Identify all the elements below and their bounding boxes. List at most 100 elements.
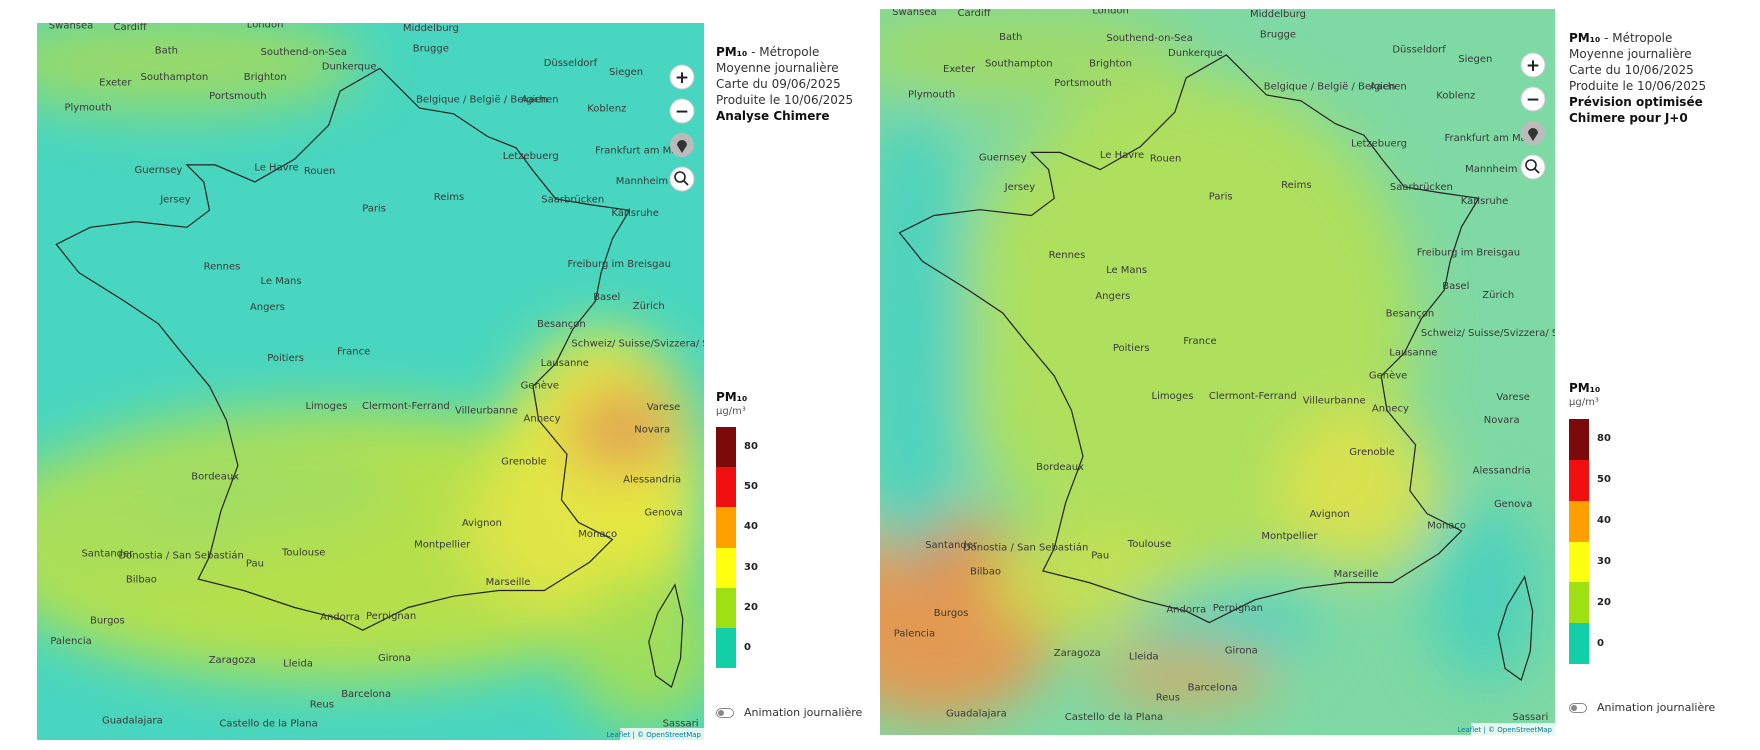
- city-label: Frankfurt am Main: [1445, 133, 1536, 144]
- city-label: Genève: [1369, 369, 1407, 381]
- toggle-switch[interactable]: [716, 707, 734, 718]
- city-label: Annecy: [524, 413, 561, 424]
- city-label: Rouen: [1150, 154, 1181, 165]
- city-label: Andorra: [320, 612, 360, 623]
- map[interactable]: Swansea Cardiff London Middelburg Bath Southe…: [880, 9, 1555, 735]
- info-line: Moyenne journalière: [716, 61, 839, 75]
- legend-swatch: [716, 627, 736, 669]
- zoom-button-label[interactable]: +: [1526, 56, 1540, 76]
- legend-swatch: [716, 507, 736, 548]
- heat-blob: [1427, 502, 1542, 686]
- city-label: Girona: [1225, 646, 1258, 657]
- city-label: Le Havre: [254, 163, 298, 174]
- city-label: Guernsey: [979, 152, 1027, 163]
- city-label: Brugge: [413, 43, 449, 54]
- legend-swatch: [1569, 582, 1589, 624]
- info-line: Produite le 10/06/2025: [716, 93, 854, 107]
- search-icon: [683, 180, 689, 186]
- city-label: Belgique / België / Belgien: [416, 94, 548, 105]
- city-label: Rouen: [304, 166, 335, 177]
- info-line: Moyenne journalière: [1569, 47, 1692, 61]
- city-label: Karlsruhe: [611, 208, 659, 219]
- legend-label: 0: [744, 641, 751, 653]
- city-label: Jersey: [1004, 182, 1036, 193]
- city-label: Swansea: [892, 9, 936, 18]
- city-label: Zaragoza: [209, 655, 256, 666]
- city-label: Sassari: [663, 719, 699, 730]
- zoom-button[interactable]: [669, 64, 695, 90]
- map[interactable]: Swansea Cardiff London Middelburg Bath Southe…: [37, 23, 704, 740]
- attribution[interactable]: Leaflet | © OpenStreetMap: [1457, 726, 1552, 734]
- city-label: Zürich: [1482, 290, 1514, 301]
- city-label: Middelburg: [1250, 9, 1306, 20]
- city-label: Swansea: [49, 23, 93, 32]
- city-label: Villeurbanne: [455, 405, 518, 416]
- model-name: Prévision optimisée Chimere pour J+0: [1569, 95, 1703, 125]
- city-label: Belgique / België / Belgien: [1264, 81, 1396, 92]
- legend-label: 20: [1597, 596, 1611, 608]
- city-label: Montpellier: [414, 539, 471, 550]
- toggle-switch[interactable]: [1569, 702, 1587, 713]
- map-info: PM₁₀ - Métropole Moyenne journalière Carte…: [1569, 30, 1749, 126]
- city-label: Perpignan: [1213, 603, 1263, 614]
- city-label: Grenoble: [1349, 447, 1395, 458]
- corsica-border: [1497, 575, 1534, 681]
- legend-swatch: [1569, 459, 1589, 502]
- city-label: Paris: [362, 203, 386, 214]
- zoom-button[interactable]: [1520, 86, 1546, 112]
- legend-swatch: [1569, 541, 1589, 583]
- city-label: Donostia / San Sebastián: [963, 541, 1088, 553]
- city-label: Dunkerque: [1168, 48, 1223, 59]
- map-info: PM₁₀ - Métropole Moyenne journalière Carte…: [716, 44, 896, 124]
- city-label: Brighton: [244, 72, 287, 83]
- city-label: Toulouse: [1127, 539, 1171, 550]
- city-label: Frankfurt am Main: [595, 146, 686, 157]
- city-label: Girona: [378, 653, 411, 664]
- legend-label: 0: [1597, 637, 1604, 649]
- map-controls: +−: [669, 64, 695, 192]
- animation-toggle[interactable]: Animation journalière: [716, 706, 862, 719]
- city-label: Brugge: [1260, 30, 1296, 41]
- city-label: Besançon: [537, 319, 586, 330]
- zoom-button-label[interactable]: −: [1526, 90, 1540, 110]
- city-label: Southend-on-Sea: [261, 47, 347, 58]
- city-label: Toulouse: [281, 547, 325, 558]
- city-label: Limoges: [1152, 391, 1194, 402]
- attribution[interactable]: Leaflet | © OpenStreetMap: [606, 731, 701, 739]
- city-label: Lausanne: [1389, 347, 1437, 358]
- city-label: London: [1092, 9, 1129, 17]
- heat-blob: [880, 100, 969, 560]
- zoom-button-label[interactable]: +: [675, 68, 689, 88]
- city-label: Novara: [1484, 415, 1520, 426]
- city-label: Plymouth: [908, 89, 955, 100]
- city-label: Schweiz/ Suisse/Svizzera/ Svizra: [1421, 328, 1555, 339]
- zoom-button[interactable]: [1520, 52, 1546, 78]
- search-button[interactable]: [669, 166, 695, 192]
- city-label: Bordeaux: [1036, 462, 1084, 473]
- search-button[interactable]: [1520, 154, 1546, 180]
- legend-swatch: [716, 467, 736, 508]
- attribution-bg: [1471, 723, 1555, 735]
- city-label: Mannheim: [1465, 164, 1517, 175]
- city-label: Varese: [1496, 392, 1530, 403]
- heat-blob: [124, 442, 397, 534]
- city-label: Plymouth: [64, 102, 111, 113]
- city-label: Exeter: [99, 77, 132, 88]
- animation-toggle[interactable]: Animation journalière: [1569, 701, 1715, 714]
- legend-swatch: [716, 547, 736, 589]
- city-label: Dunkerque: [322, 62, 377, 73]
- city-label: Annecy: [1372, 404, 1409, 415]
- model-name: Analyse Chimere: [716, 109, 830, 123]
- city-label: Avignon: [462, 518, 502, 529]
- heat-blob: [37, 23, 363, 114]
- city-label: Freiburg im Breisgau: [1417, 248, 1520, 259]
- city-label: Alessandria: [623, 475, 681, 486]
- zoom-button-label[interactable]: −: [675, 102, 689, 122]
- city-label: Southampton: [985, 58, 1053, 69]
- city-label: Portsmouth: [1054, 78, 1112, 89]
- zoom-button[interactable]: [669, 98, 695, 124]
- city-label: Exeter: [943, 64, 976, 75]
- legend-label: 30: [1597, 555, 1611, 567]
- city-label: Letzebuerg: [503, 151, 559, 162]
